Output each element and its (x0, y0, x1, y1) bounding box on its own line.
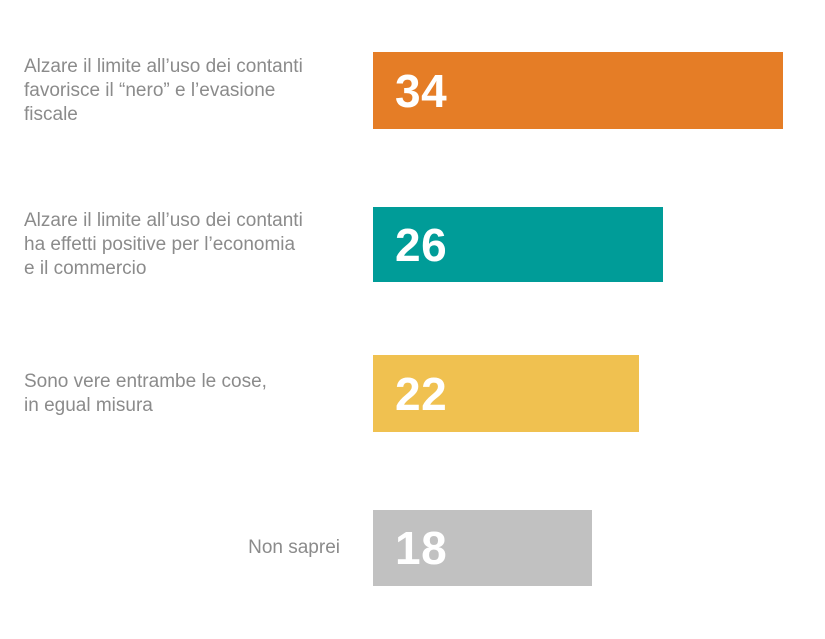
bar-label: Alzare il limite all’uso dei contanti ha… (24, 209, 340, 281)
chart-plot-area: Alzare il limite all’uso dei contanti fa… (0, 52, 825, 586)
bar-label-line: fiscale (24, 103, 78, 125)
bar-label: Non saprei (24, 536, 340, 560)
bar-row: Alzare il limite all’uso dei contanti fa… (0, 52, 825, 129)
bar-row: Alzare il limite all’uso dei contanti ha… (0, 207, 825, 282)
bar-segment: 26 (373, 207, 663, 282)
bar-value: 26 (395, 218, 448, 271)
bar-label-line: in egual misura (24, 394, 153, 416)
bar-segment: 34 (373, 52, 783, 129)
bar-value: 34 (395, 64, 448, 117)
bar-label: Alzare il limite all’uso dei contanti fa… (24, 55, 340, 127)
bar-row: Non saprei 18 (0, 510, 825, 586)
bar-row: Sono vere entrambe le cose, in egual mis… (0, 355, 825, 432)
bar-label-line: Alzare il limite all’uso dei contanti (24, 55, 303, 77)
bar-label-line: ha effetti positive per l’economia (24, 233, 296, 255)
bar-label: Sono vere entrambe le cose, in egual mis… (24, 370, 340, 418)
bar-label-line: Sono vere entrambe le cose, (24, 370, 267, 392)
bar-label-line: Alzare il limite all’uso dei contanti (24, 209, 303, 231)
bar-label-line: e il commercio (24, 257, 147, 279)
bar-segment: 22 (373, 355, 639, 432)
bar-label-line: Non saprei (248, 537, 340, 558)
bar-segment: 18 (373, 510, 592, 586)
bar-value: 18 (395, 522, 448, 574)
bar-value: 22 (395, 367, 448, 420)
bar-label-line: favorisce il “nero” e l’evasione (24, 79, 276, 101)
